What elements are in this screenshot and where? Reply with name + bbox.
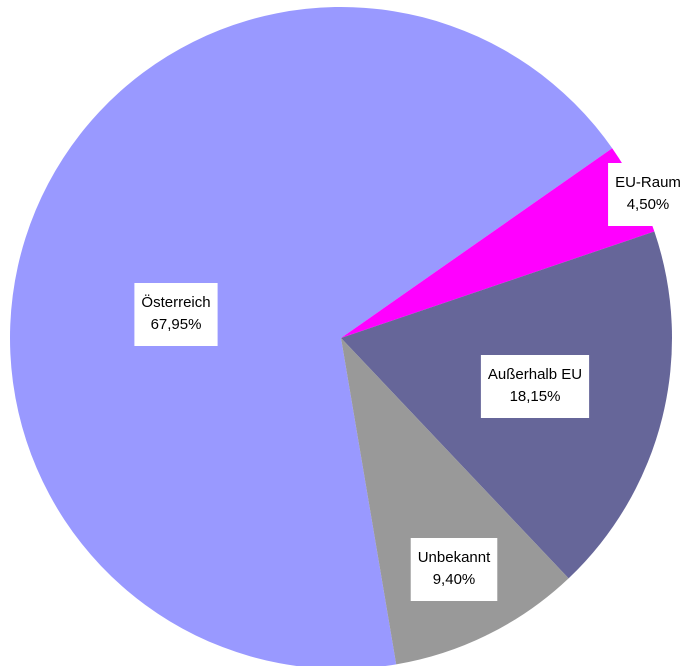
slice-label: EU-Raum 4,50% (608, 163, 688, 226)
label-category: Unbekannt (418, 549, 491, 566)
slice-label: Österreich 67,95% (134, 283, 218, 346)
label-value: 4,50% (627, 196, 670, 213)
slice-label: Außerhalb EU 18,15% (480, 355, 590, 418)
label-category: Österreich (141, 293, 210, 311)
label-value: 9,40% (433, 571, 476, 588)
pie-slice (10, 7, 613, 666)
label-category: Außerhalb EU (488, 366, 582, 383)
slice-label: Unbekannt 9,40% (410, 538, 498, 601)
label-box (608, 163, 688, 226)
pie-slice (341, 148, 655, 338)
label-value: 18,15% (510, 388, 561, 405)
label-category: EU-Raum (615, 174, 681, 191)
pie-slice (341, 338, 569, 665)
label-value: 67,95% (151, 316, 202, 333)
label-box (480, 355, 590, 418)
label-box (410, 538, 498, 601)
label-box (134, 283, 218, 346)
